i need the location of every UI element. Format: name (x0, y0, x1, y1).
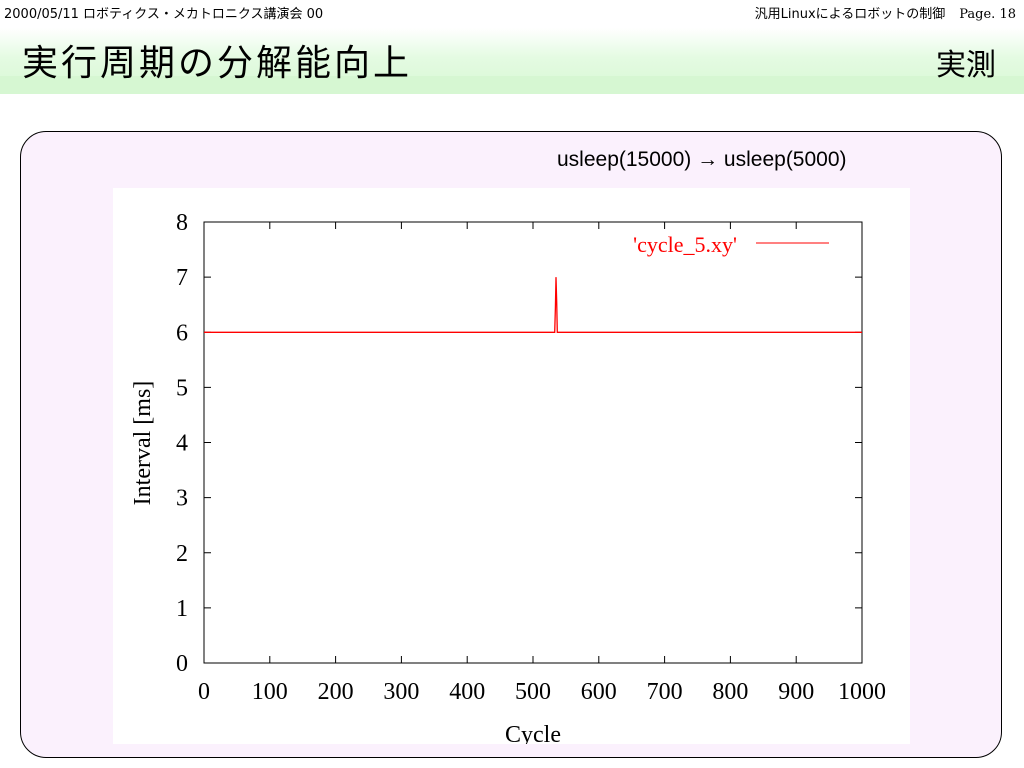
slide-tag: 実測 (936, 48, 996, 83)
plot-background (113, 188, 910, 744)
title-band-bottom (0, 76, 1024, 94)
x-tick-label: 500 (515, 679, 551, 705)
axis-ticks (203, 221, 863, 664)
x-tick-label: 700 (647, 679, 683, 705)
chart-caption: usleep(15000) → usleep(5000) (557, 148, 847, 171)
plot-frame (203, 221, 863, 664)
interval-chart: 0 100 200 300 400 500 600 700 800 900 1000 0 1 2 3 4 5 6 7… (130, 210, 886, 744)
x-axis-label: Cycle (505, 722, 561, 744)
x-tick-label: 400 (449, 679, 485, 705)
x-tick-label: 900 (778, 679, 814, 705)
y-tick-label: 5 (176, 375, 188, 401)
y-tick-label: 7 (176, 265, 188, 291)
header-conference: 2000/05/11 ロボティクス・メカトロニクス講演会 00 (4, 7, 324, 22)
x-tick-label: 0 (198, 679, 210, 705)
series-line (204, 277, 862, 333)
header-right: 汎用Linuxによるロボットの制御 Page. 18 (755, 3, 1016, 22)
y-tick-label: 6 (176, 320, 188, 346)
x-tick-label: 1000 (838, 679, 886, 705)
x-tick-label: 200 (318, 679, 354, 705)
slide-title: 実行周期の分解能向上 (22, 43, 413, 84)
y-tick-label: 0 (176, 651, 188, 677)
y-tick-label: 3 (176, 486, 188, 512)
y-axis-label: Interval [ms] (130, 381, 156, 506)
legend-label: 'cycle_5.xy' (633, 232, 737, 257)
y-tick-label: 4 (176, 431, 188, 457)
x-tick-label: 300 (383, 679, 419, 705)
x-tick-label: 600 (581, 679, 617, 705)
y-tick-label: 8 (176, 210, 188, 236)
tick-labels: 0 100 200 300 400 500 600 700 800 900 1000 0 1 2 3 4 5 6 7… (176, 210, 886, 705)
y-tick-label: 1 (176, 596, 188, 622)
x-tick-label: 100 (252, 679, 288, 705)
series-layer (204, 277, 862, 333)
page-number: Page. 18 (959, 7, 1016, 22)
header-talk-title: 汎用Linuxによるロボットの制御 (754, 7, 946, 22)
x-tick-label: 800 (712, 679, 748, 705)
y-tick-label: 2 (176, 541, 188, 567)
